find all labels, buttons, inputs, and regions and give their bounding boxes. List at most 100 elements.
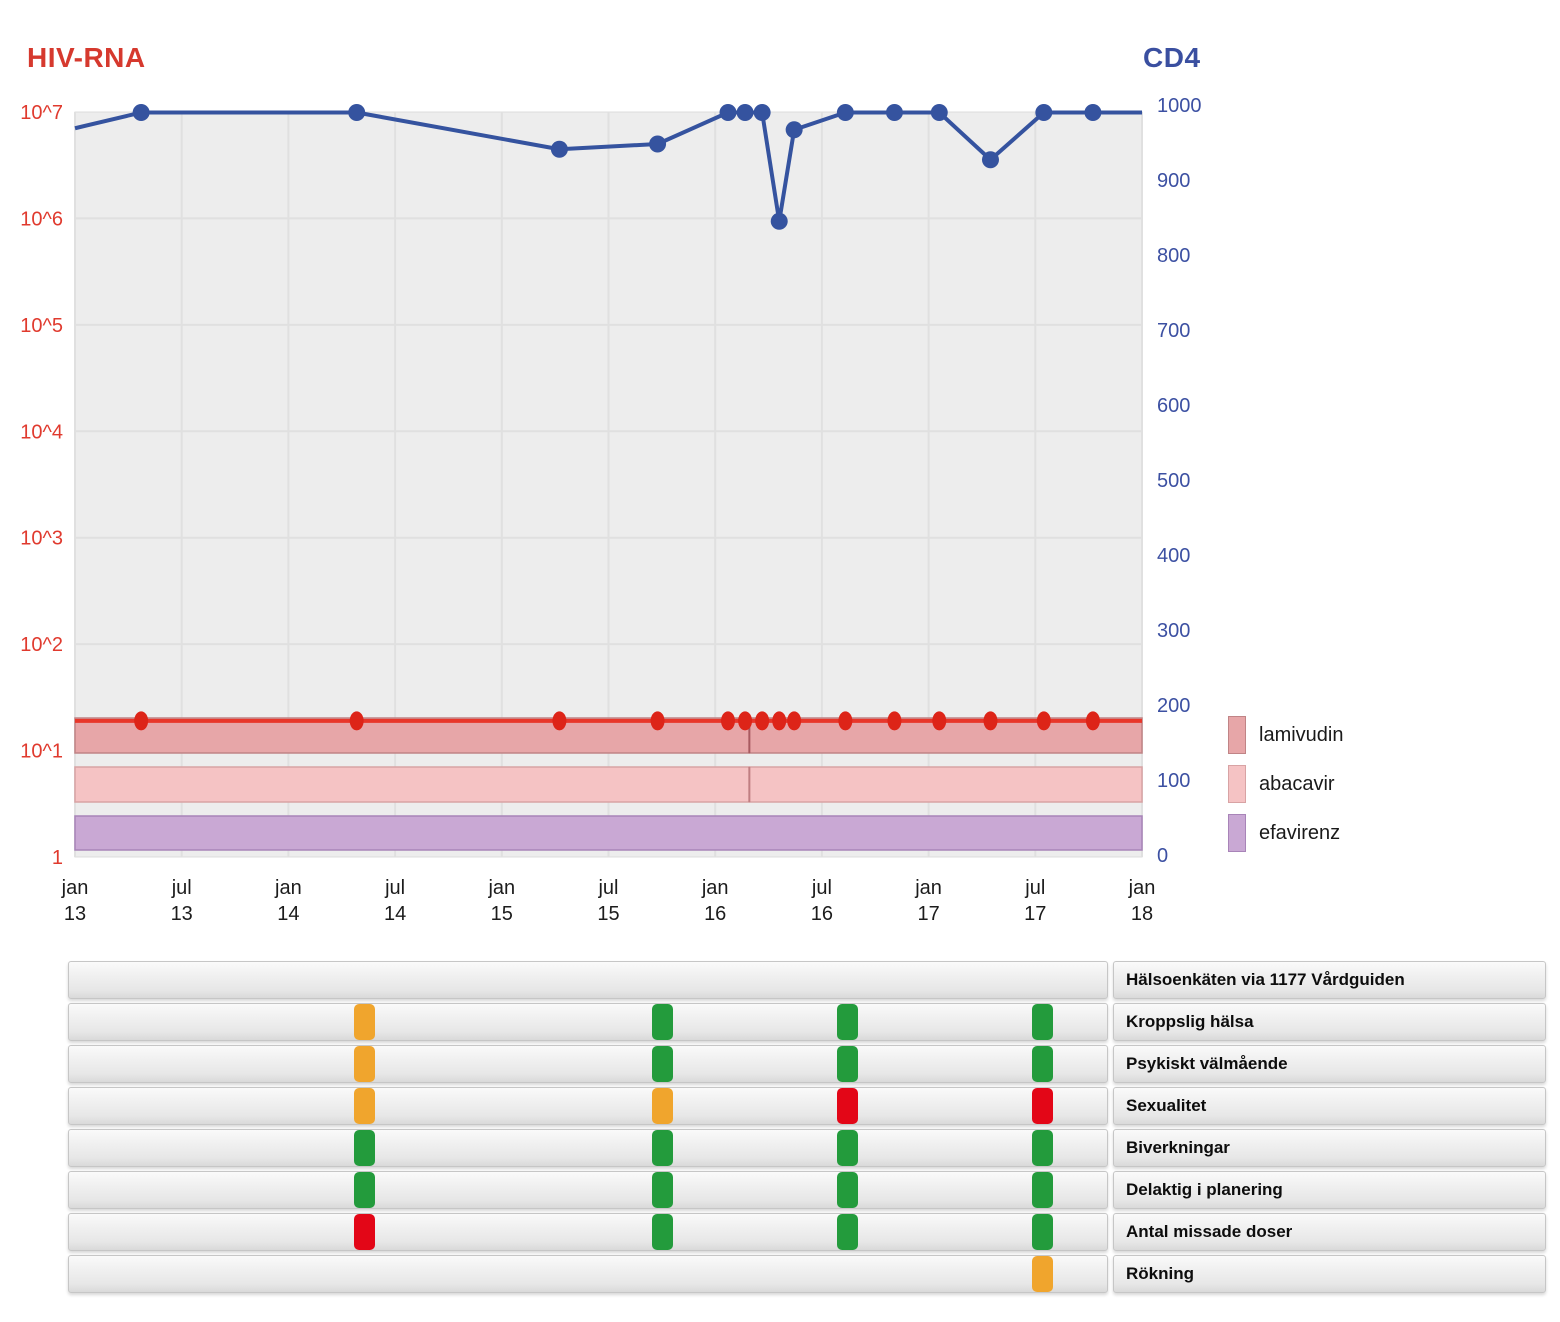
- questionnaire-row: Sexualitet: [0, 1087, 1560, 1125]
- status-chip-ok[interactable]: [1031, 1004, 1053, 1040]
- legend-label-abacavir: abacavir: [1259, 772, 1335, 795]
- cd4-point[interactable]: [550, 140, 568, 158]
- questionnaire-row-label: Psykiskt välmående: [1126, 1054, 1288, 1073]
- status-chip-ok[interactable]: [651, 1004, 673, 1040]
- status-chip-warning[interactable]: [353, 1046, 375, 1082]
- left-axis-tick: 10^5: [20, 315, 63, 337]
- cd4-point[interactable]: [770, 212, 788, 230]
- cd4-point[interactable]: [719, 104, 737, 121]
- cd4-point[interactable]: [885, 104, 903, 121]
- status-chip-ok[interactable]: [651, 1046, 673, 1082]
- left-axis-tick: 10^2: [20, 634, 63, 656]
- x-axis-tick-month: jul: [171, 877, 192, 899]
- status-chip-alert[interactable]: [1031, 1088, 1053, 1124]
- status-chip-ok[interactable]: [353, 1172, 375, 1208]
- hiv-rna-point[interactable]: [650, 711, 665, 731]
- hiv-rna-point[interactable]: [838, 711, 853, 731]
- timeline-chart: 10^710^610^510^410^310^210^1110009008007…: [20, 95, 1202, 925]
- hiv-rna-point[interactable]: [721, 711, 736, 731]
- med-band-abacavir: [74, 766, 751, 803]
- legend-item-lamivudin: lamivudin: [1228, 716, 1343, 754]
- hiv-rna-point[interactable]: [932, 711, 947, 731]
- x-axis-tick-month: jul: [384, 877, 405, 899]
- x-axis-tick-year: 17: [917, 903, 939, 925]
- x-axis-tick-month: jul: [597, 877, 618, 899]
- cd4-point[interactable]: [649, 135, 667, 153]
- right-axis-tick: 600: [1157, 395, 1190, 417]
- x-axis-tick-year: 16: [811, 903, 833, 925]
- questionnaire-row-timeline: [68, 1255, 1108, 1293]
- left-axis-tick: 10^7: [20, 102, 63, 124]
- status-chip-warning[interactable]: [353, 1088, 375, 1124]
- cd4-point[interactable]: [1084, 104, 1102, 121]
- status-chip-ok[interactable]: [837, 1004, 859, 1040]
- questionnaire-row-label: Hälsoenkäten via 1177 Vårdguiden: [1126, 970, 1405, 989]
- hiv-rna-point[interactable]: [983, 711, 998, 731]
- right-axis-tick: 0: [1157, 845, 1168, 867]
- cd4-point[interactable]: [736, 104, 754, 121]
- status-chip-ok[interactable]: [837, 1214, 859, 1250]
- x-axis-tick-year: 16: [704, 903, 726, 925]
- questionnaire-row-label-bar: Psykiskt välmående: [1113, 1045, 1546, 1083]
- status-chip-ok[interactable]: [1031, 1130, 1053, 1166]
- cd4-axis-title: CD4: [1143, 42, 1201, 73]
- status-chip-ok[interactable]: [837, 1172, 859, 1208]
- right-axis-tick: 700: [1157, 320, 1190, 342]
- cd4-point[interactable]: [132, 104, 150, 121]
- cd4-point[interactable]: [836, 104, 854, 121]
- questionnaire-row: Kroppslig hälsa: [0, 1003, 1560, 1041]
- right-axis-tick: 300: [1157, 620, 1190, 642]
- status-chip-warning[interactable]: [651, 1088, 673, 1124]
- hiv-rna-point[interactable]: [552, 711, 567, 731]
- cd4-point[interactable]: [753, 104, 771, 121]
- left-axis-tick: 1: [52, 847, 63, 869]
- hiv-rna-point[interactable]: [772, 711, 787, 731]
- questionnaire-row-label-bar: Sexualitet: [1113, 1087, 1546, 1125]
- status-chip-ok[interactable]: [651, 1172, 673, 1208]
- questionnaire-row: Rökning: [0, 1255, 1560, 1293]
- questionnaire-row-label-bar: Biverkningar: [1113, 1129, 1546, 1167]
- x-axis-tick-year: 14: [384, 903, 406, 925]
- x-axis-tick-year: 13: [171, 903, 193, 925]
- medication-legend: lamivudin abacavir efavirenz: [1228, 713, 1548, 863]
- questionnaire-row-timeline: [68, 1045, 1108, 1083]
- status-chip-ok[interactable]: [353, 1130, 375, 1166]
- status-chip-ok[interactable]: [651, 1214, 673, 1250]
- x-axis-tick-month: jan: [914, 877, 942, 899]
- right-axis-tick: 800: [1157, 245, 1190, 267]
- cd4-point[interactable]: [930, 104, 948, 121]
- questionnaire-row-timeline: [68, 1087, 1108, 1125]
- cd4-point[interactable]: [981, 151, 999, 169]
- hiv-rna-point[interactable]: [134, 711, 149, 731]
- questionnaire-row-timeline: [68, 1171, 1108, 1209]
- status-chip-ok[interactable]: [837, 1046, 859, 1082]
- status-chip-alert[interactable]: [353, 1214, 375, 1250]
- cd4-point[interactable]: [348, 104, 366, 121]
- right-axis-tick: 900: [1157, 170, 1190, 192]
- cd4-point[interactable]: [785, 121, 803, 139]
- status-chip-ok[interactable]: [1031, 1172, 1053, 1208]
- hiv-rna-point[interactable]: [787, 711, 802, 731]
- status-chip-ok[interactable]: [651, 1130, 673, 1166]
- hiv-rna-point[interactable]: [1036, 711, 1051, 731]
- legend-label-lamivudin: lamivudin: [1259, 723, 1344, 746]
- status-chip-warning[interactable]: [353, 1004, 375, 1040]
- hiv-rna-point[interactable]: [887, 711, 902, 731]
- status-chip-ok[interactable]: [1031, 1214, 1053, 1250]
- med-band-lamivudin: [74, 717, 751, 754]
- right-axis-tick: 400: [1157, 545, 1190, 567]
- right-axis-tick: 1000: [1157, 95, 1202, 117]
- left-axis-tick: 10^3: [20, 528, 63, 550]
- questionnaire-row-label-bar: Kroppslig hälsa: [1113, 1003, 1546, 1041]
- hiv-rna-point[interactable]: [349, 711, 364, 731]
- hiv-rna-point[interactable]: [1085, 711, 1100, 731]
- status-chip-ok[interactable]: [1031, 1046, 1053, 1082]
- cd4-point[interactable]: [1035, 104, 1053, 121]
- status-chip-ok[interactable]: [837, 1130, 859, 1166]
- status-chip-warning[interactable]: [1031, 1256, 1053, 1292]
- status-chip-alert[interactable]: [837, 1088, 859, 1124]
- hiv-rna-point[interactable]: [738, 711, 753, 731]
- hiv-rna-point[interactable]: [755, 711, 770, 731]
- questionnaire-row: Delaktig i planering: [0, 1171, 1560, 1209]
- legend-swatch-lamivudin: [1228, 716, 1246, 754]
